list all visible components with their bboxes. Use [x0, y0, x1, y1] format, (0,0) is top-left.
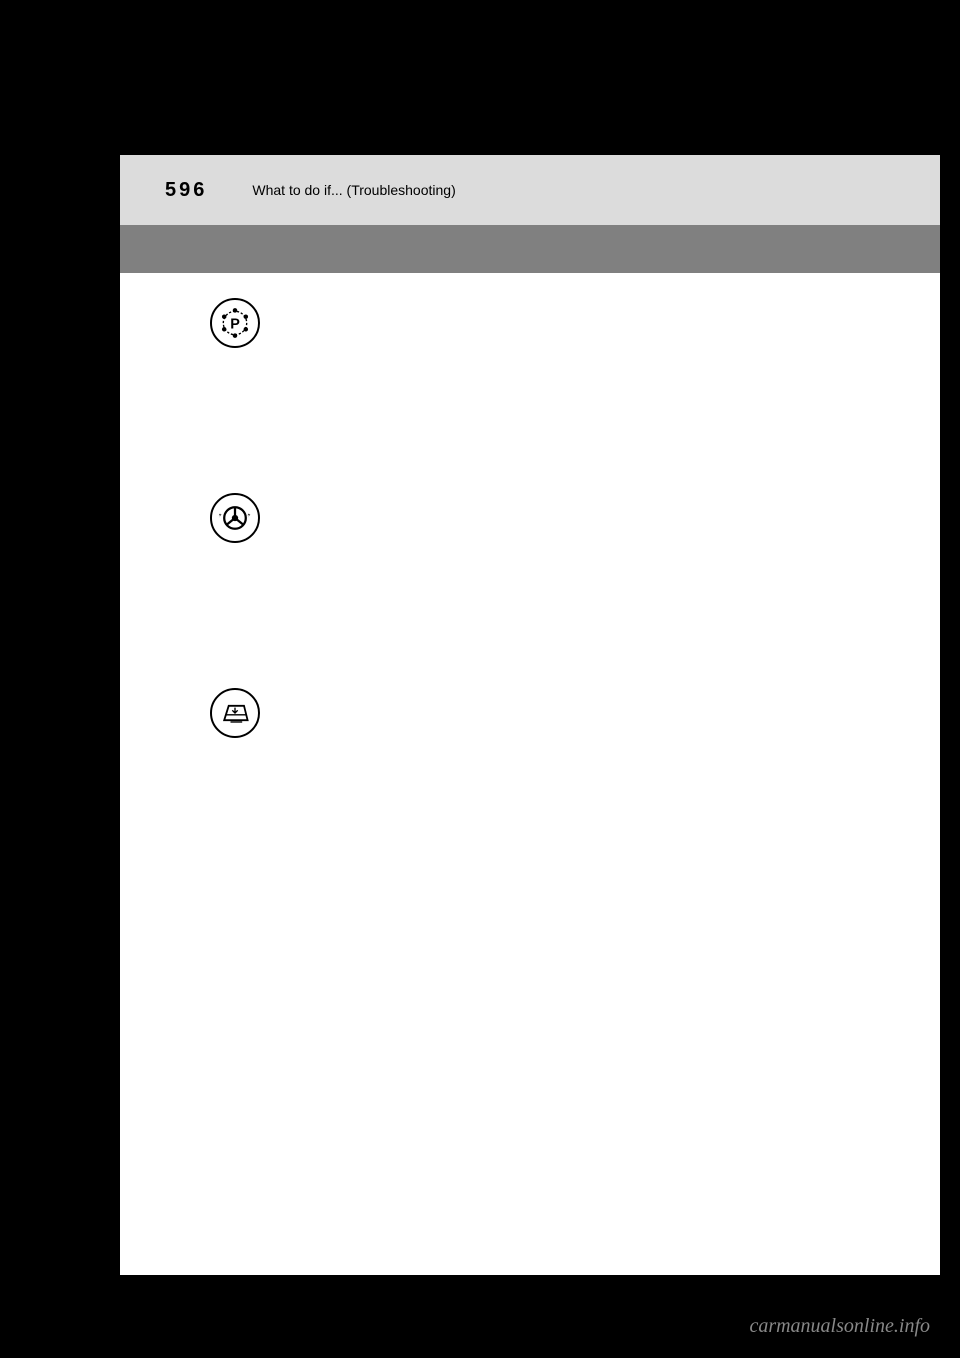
icon-row-2 [210, 493, 890, 543]
page-container: 596 What to do if... (Troubleshooting) P [120, 155, 940, 1275]
header-bar: 596 What to do if... (Troubleshooting) [120, 155, 940, 225]
parking-gear-icon: P [210, 298, 260, 348]
page-number: 596 [165, 179, 207, 202]
watermark: carmanualsonline.info [749, 1315, 930, 1338]
steering-wheel-icon [210, 493, 260, 543]
gray-band [120, 225, 940, 273]
svg-text:P: P [230, 316, 240, 332]
content-area: P [120, 273, 940, 738]
window-icon [210, 688, 260, 738]
icon-row-1: P [210, 298, 890, 348]
breadcrumb-text: What to do if... (Troubleshooting) [252, 182, 455, 198]
icon-row-3 [210, 688, 890, 738]
